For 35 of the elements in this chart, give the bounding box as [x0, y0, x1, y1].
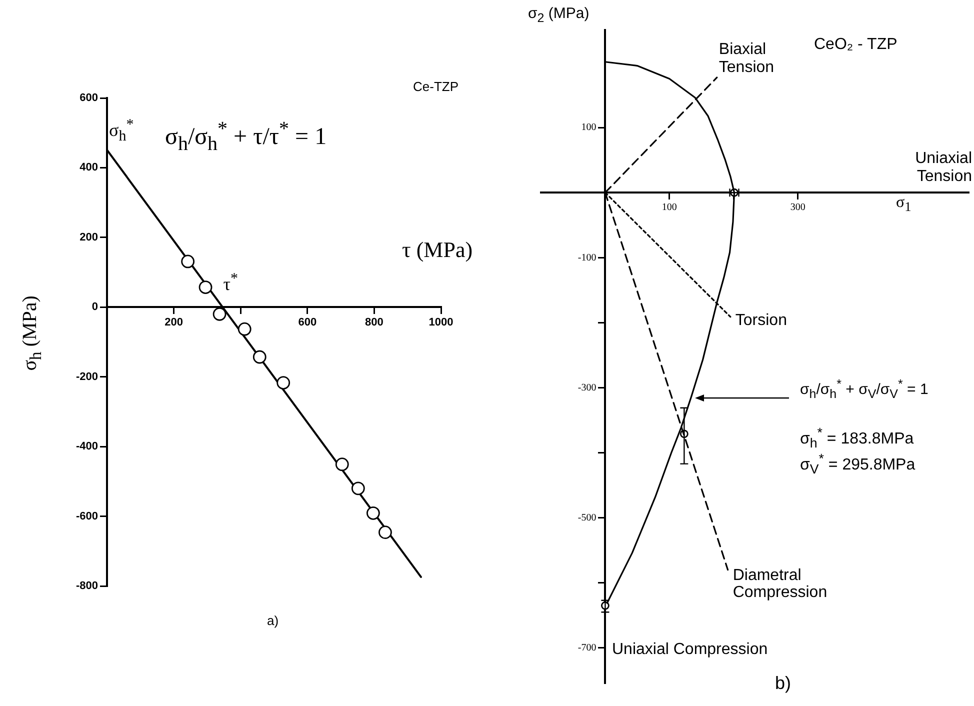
y-tick-label: -300 [578, 382, 596, 394]
annotation: Uniaxial Compression [612, 641, 768, 659]
annotation: τ$^{*}$ [223, 271, 238, 295]
annotation: σ$_{V}$$^{*}$ = 295.8MPa [800, 451, 916, 478]
annotation: b) [775, 673, 792, 694]
annotation: CeO₂ - TZP [814, 36, 898, 54]
text: Ce-TZP [413, 79, 458, 94]
x-tick-label: 200 [164, 316, 183, 329]
x-tick-label: 600 [298, 316, 317, 329]
annotation: σ$_{h}$/σ$_{h}$$^{*}$ + τ/τ$^{*}$ = 1 [165, 118, 327, 155]
text: a) [267, 613, 279, 628]
y-tick-label: -500 [578, 512, 596, 524]
y-tick-label: 600 [80, 92, 98, 104]
x-axis-title: σ$_{1}$ [896, 194, 912, 215]
y-axis-title: σ$_{2}$ (MPa) [528, 5, 590, 26]
annotation: Diametral Compression [732, 566, 828, 602]
x-tick-label: 1000 [428, 316, 454, 329]
x-axis-title: τ (MPa) [402, 237, 473, 262]
y-tick-label: -800 [76, 580, 98, 592]
y-tick-label: -600 [76, 510, 98, 522]
annotation: Biaxial Tension [718, 41, 776, 77]
y-tick-label: 200 [80, 231, 98, 244]
x-tick-label: 800 [365, 316, 384, 329]
x-tick-label: 300 [790, 202, 806, 214]
y-tick-label: -400 [76, 440, 98, 453]
y-tick-label: -700 [578, 642, 596, 654]
y-tick-label: 400 [80, 162, 98, 174]
annotation: σ$_{h}$$^{*}$ = 183.8MPa [800, 425, 914, 452]
annotation: Uniaxial Tension [914, 150, 972, 186]
annotation: Torsion [735, 312, 787, 330]
y-tick-label: 100 [581, 122, 596, 134]
text: σ$_{h}$/σ$_{h}$$^{*}$ + σ$_{V}$/σ$_{V}$$^{*}$ = 1 [800, 377, 928, 401]
y-tick-label: -200 [76, 370, 98, 383]
y-tick-label: 0 [92, 301, 98, 314]
y-tick-label: -100 [578, 252, 596, 264]
